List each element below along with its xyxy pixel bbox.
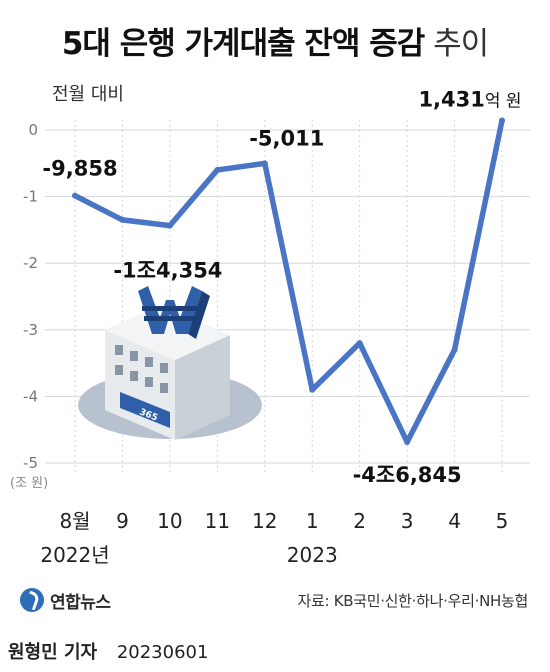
y-tick-label: -3	[23, 321, 38, 339]
data-label: -1조4,354	[113, 259, 222, 283]
publisher-logo: 연합뉴스	[20, 585, 111, 615]
data-point	[451, 346, 458, 353]
data-point	[309, 386, 316, 393]
y-tick-labels: 0 -1 -2 -3 -4 -5	[23, 121, 38, 472]
y-tick-label: -4	[23, 387, 38, 405]
year-labels: 2022년 2023	[40, 543, 337, 567]
title-bold: 5대 은행 가계대출 잔액 증감	[61, 26, 425, 62]
year-label: 2023	[287, 543, 338, 567]
x-tick-labels: 8월 9 10 11 12 1 2 3 4 5	[59, 509, 508, 533]
data-label: -9,858	[42, 157, 117, 181]
data-label: -4조6,845	[353, 463, 462, 487]
data-label-value: -1조4,354	[113, 259, 222, 283]
reporter-name: 원형민 기자	[8, 642, 98, 663]
series-line	[72, 117, 505, 445]
data-point	[72, 192, 78, 199]
x-tick-label: 10	[157, 509, 182, 533]
logo-text: 연합뉴스	[50, 592, 111, 613]
y-tick-label: -1	[23, 188, 38, 206]
y-axis-label: 전월 대비	[52, 84, 124, 105]
data-label: -5,011	[249, 126, 324, 150]
data-point	[166, 222, 173, 229]
x-tick-label: 1	[306, 509, 319, 533]
publish-date: 20230601	[116, 642, 209, 663]
y-tick-label: -5	[23, 454, 38, 472]
x-tick-label: 3	[401, 509, 414, 533]
data-points	[72, 117, 505, 445]
data-label-value: -5,011	[249, 126, 324, 150]
data-label: 1,431억 원	[418, 87, 521, 111]
year-label: 2022년	[40, 543, 109, 567]
byline: 원형민 기자 20230601	[8, 638, 208, 664]
data-point	[214, 166, 221, 173]
data-label-unit: 억 원	[485, 91, 522, 111]
data-point	[404, 438, 411, 445]
data-point	[356, 340, 363, 347]
title-light: 추이	[433, 26, 489, 62]
data-point	[119, 216, 126, 223]
y-tick-label: -2	[23, 254, 38, 272]
data-label-value: 1,431	[418, 87, 484, 111]
bank-building-icon: 365	[78, 286, 262, 440]
data-label-value: -9,858	[42, 157, 117, 181]
data-point	[261, 160, 268, 167]
y-tick-label: 0	[28, 121, 38, 139]
x-tick-label: 2	[353, 509, 366, 533]
data-point	[499, 117, 505, 124]
x-tick-label: 4	[448, 509, 461, 533]
data-labels: -9,858 -1조4,354 -5,011 -4조6,845 1,431억 원	[42, 87, 521, 487]
yonhap-logo-icon	[20, 588, 44, 612]
x-tick-label: 9	[116, 509, 129, 533]
chart-title: 5대 은행 가계대출 잔액 증감 추이	[0, 18, 550, 63]
source-note: 자료: KB국민·신한·하나·우리·NH농협	[297, 592, 528, 610]
x-tick-label: 5	[496, 509, 509, 533]
x-tick-label: 8월	[59, 509, 90, 533]
data-label-value: -4조6,845	[353, 463, 462, 487]
x-tick-label: 12	[252, 509, 277, 533]
x-tick-label: 11	[205, 509, 230, 533]
y-axis-unit: (조 원)	[10, 476, 48, 491]
